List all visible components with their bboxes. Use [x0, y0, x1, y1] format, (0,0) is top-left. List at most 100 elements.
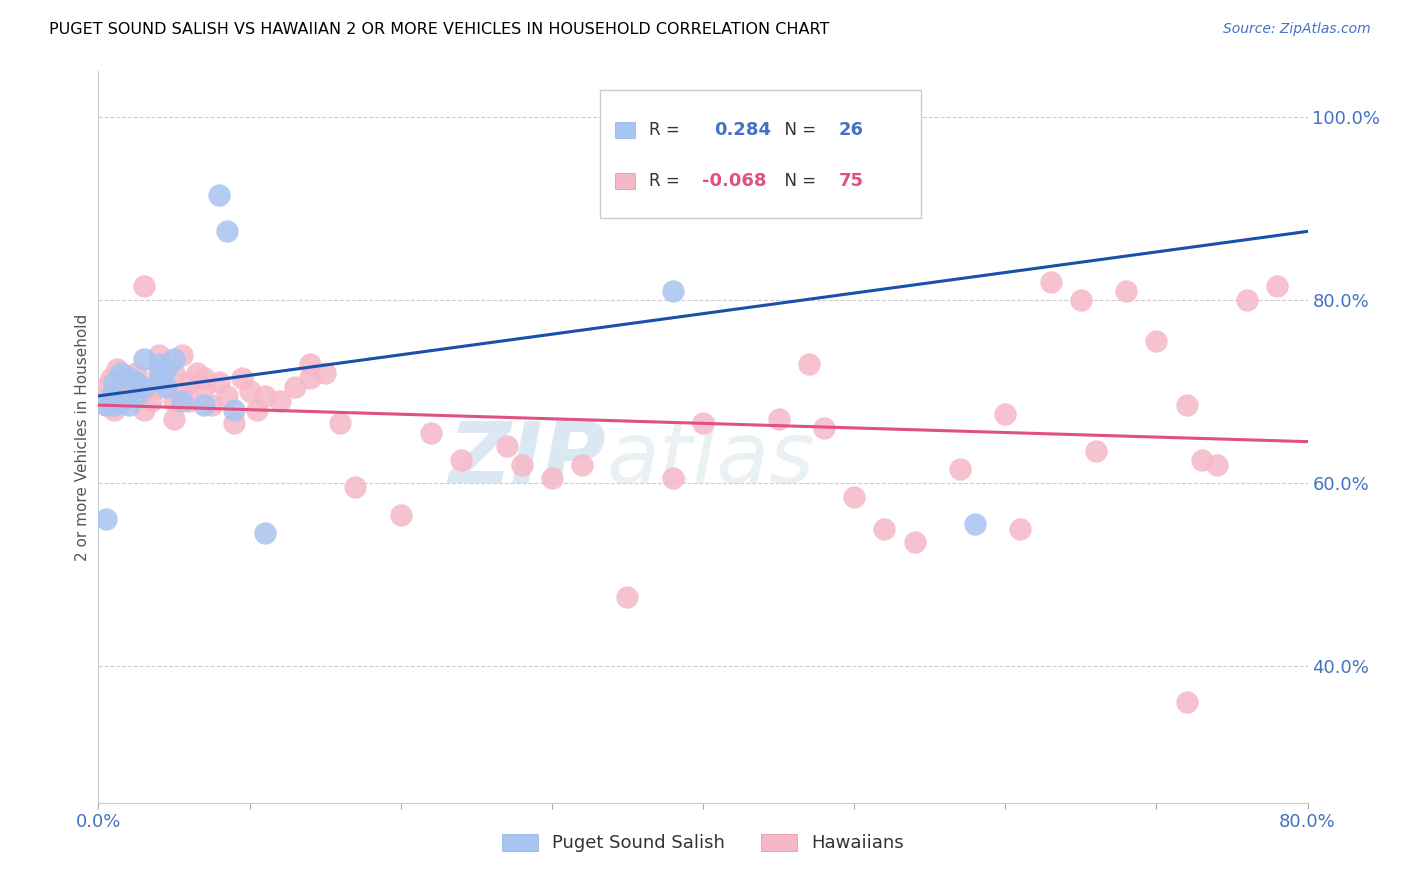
- Point: [1206, 458, 1229, 472]
- Point: [110, 389, 132, 403]
- Point: [179, 376, 201, 390]
- Text: -0.068: -0.068: [702, 172, 766, 190]
- Point: [239, 384, 262, 399]
- Text: R =: R =: [648, 121, 685, 139]
- Text: atlas: atlas: [606, 417, 814, 500]
- Point: [148, 366, 170, 380]
- Point: [103, 380, 125, 394]
- Text: N =: N =: [775, 121, 821, 139]
- Point: [344, 480, 367, 494]
- Point: [389, 508, 412, 522]
- Point: [314, 366, 336, 380]
- Point: [163, 352, 186, 367]
- Text: 0.284: 0.284: [714, 121, 770, 139]
- Point: [170, 384, 193, 399]
- Point: [844, 490, 866, 504]
- Point: [231, 370, 253, 384]
- Point: [125, 384, 148, 399]
- Point: [904, 535, 927, 549]
- Point: [100, 370, 122, 384]
- Point: [148, 370, 170, 384]
- Point: [420, 425, 443, 440]
- Point: [495, 439, 517, 453]
- Text: R =: R =: [648, 172, 685, 190]
- Point: [1039, 275, 1062, 289]
- Point: [193, 380, 215, 394]
- Y-axis label: 2 or more Vehicles in Household: 2 or more Vehicles in Household: [75, 313, 90, 561]
- Point: [125, 376, 148, 390]
- Point: [132, 380, 155, 394]
- Legend: Puget Sound Salish, Hawaiians: Puget Sound Salish, Hawaiians: [495, 826, 911, 860]
- Point: [132, 402, 155, 417]
- Point: [1191, 453, 1213, 467]
- Point: [224, 402, 246, 417]
- Point: [132, 279, 155, 293]
- Point: [540, 471, 562, 485]
- Point: [299, 370, 322, 384]
- Point: [299, 357, 322, 371]
- Point: [224, 417, 246, 431]
- Point: [510, 458, 533, 472]
- Point: [103, 398, 125, 412]
- Point: [994, 407, 1017, 421]
- Point: [1010, 521, 1032, 535]
- Point: [163, 366, 186, 380]
- Point: [118, 370, 141, 384]
- Text: 75: 75: [838, 172, 863, 190]
- Point: [94, 398, 117, 412]
- Point: [193, 398, 215, 412]
- Point: [873, 521, 896, 535]
- Point: [768, 411, 790, 425]
- Text: ZIP: ZIP: [449, 417, 606, 500]
- Point: [125, 366, 148, 380]
- FancyBboxPatch shape: [614, 122, 634, 138]
- Point: [1236, 293, 1258, 307]
- Point: [179, 393, 201, 408]
- Point: [110, 366, 132, 380]
- Point: [1175, 695, 1198, 709]
- Point: [118, 398, 141, 412]
- Point: [105, 361, 128, 376]
- Point: [1115, 284, 1137, 298]
- Point: [155, 361, 177, 376]
- Point: [94, 380, 117, 394]
- Point: [208, 187, 231, 202]
- Point: [692, 417, 714, 431]
- Point: [253, 389, 276, 403]
- Point: [965, 516, 987, 531]
- FancyBboxPatch shape: [600, 89, 921, 218]
- Point: [737, 197, 759, 211]
- Point: [186, 366, 208, 380]
- Point: [1267, 279, 1289, 293]
- Point: [1070, 293, 1092, 307]
- Point: [949, 462, 972, 476]
- Point: [125, 389, 148, 403]
- Point: [148, 376, 170, 390]
- Point: [103, 376, 125, 390]
- Point: [100, 389, 122, 403]
- Point: [148, 357, 170, 371]
- Point: [148, 348, 170, 362]
- Point: [163, 393, 186, 408]
- Point: [215, 224, 238, 238]
- Point: [170, 348, 193, 362]
- Text: 26: 26: [838, 121, 863, 139]
- Point: [616, 590, 638, 604]
- Point: [193, 370, 215, 384]
- Point: [118, 389, 141, 403]
- Point: [132, 384, 155, 399]
- Point: [329, 417, 352, 431]
- Point: [155, 380, 177, 394]
- Text: PUGET SOUND SALISH VS HAWAIIAN 2 OR MORE VEHICLES IN HOUSEHOLD CORRELATION CHART: PUGET SOUND SALISH VS HAWAIIAN 2 OR MORE…: [49, 22, 830, 37]
- Point: [208, 376, 231, 390]
- Point: [1144, 334, 1167, 348]
- Text: N =: N =: [775, 172, 821, 190]
- Point: [201, 398, 224, 412]
- Point: [148, 380, 170, 394]
- Point: [571, 458, 593, 472]
- Point: [797, 357, 820, 371]
- Point: [94, 398, 117, 412]
- Point: [269, 393, 291, 408]
- Point: [253, 526, 276, 541]
- Point: [215, 389, 238, 403]
